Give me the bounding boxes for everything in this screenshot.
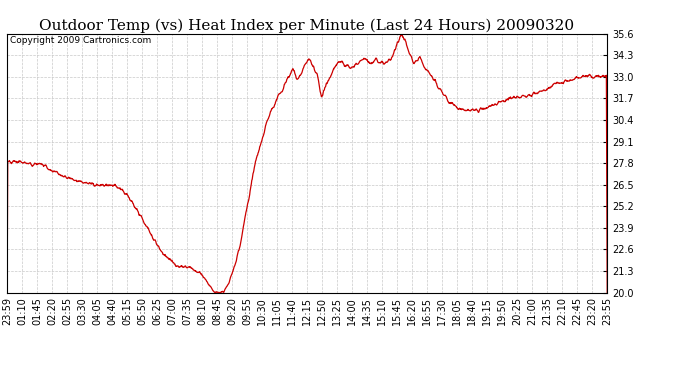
Title: Outdoor Temp (vs) Heat Index per Minute (Last 24 Hours) 20090320: Outdoor Temp (vs) Heat Index per Minute … (39, 18, 575, 33)
Text: Copyright 2009 Cartronics.com: Copyright 2009 Cartronics.com (10, 36, 151, 45)
